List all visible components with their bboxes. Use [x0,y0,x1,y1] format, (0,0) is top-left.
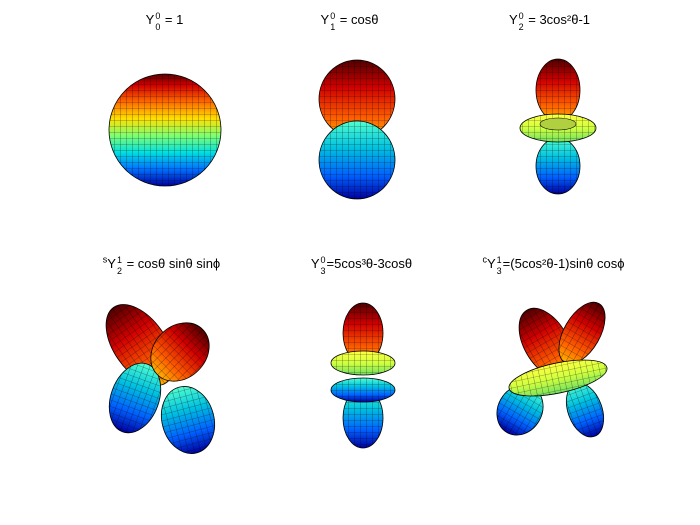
surface-sy21 [105,304,216,454]
surface-y00 [108,73,222,187]
panel-y30: Y 0 3 =5cos³θ-3cosθ [245,0,478,276]
panel-title-y30: Y 0 3 =5cos³θ-3cosθ [310,255,413,276]
panel-cy31: cY 1 3 =(5cos²θ-1)sinθ cosϕ [437,0,670,276]
surface-y20 [519,58,597,195]
panel-sy21: sY 1 2 = cosθ sinθ sinϕ [45,0,278,276]
panel-title-cy31: cY 1 3 =(5cos²θ-1)sinθ cosϕ [482,254,625,276]
surface-cy31 [496,301,608,438]
panel-title-sy21: sY 1 2 = cosθ sinθ sinϕ [102,254,221,276]
surface-y30 [330,302,396,449]
surface-y10 [318,59,396,200]
